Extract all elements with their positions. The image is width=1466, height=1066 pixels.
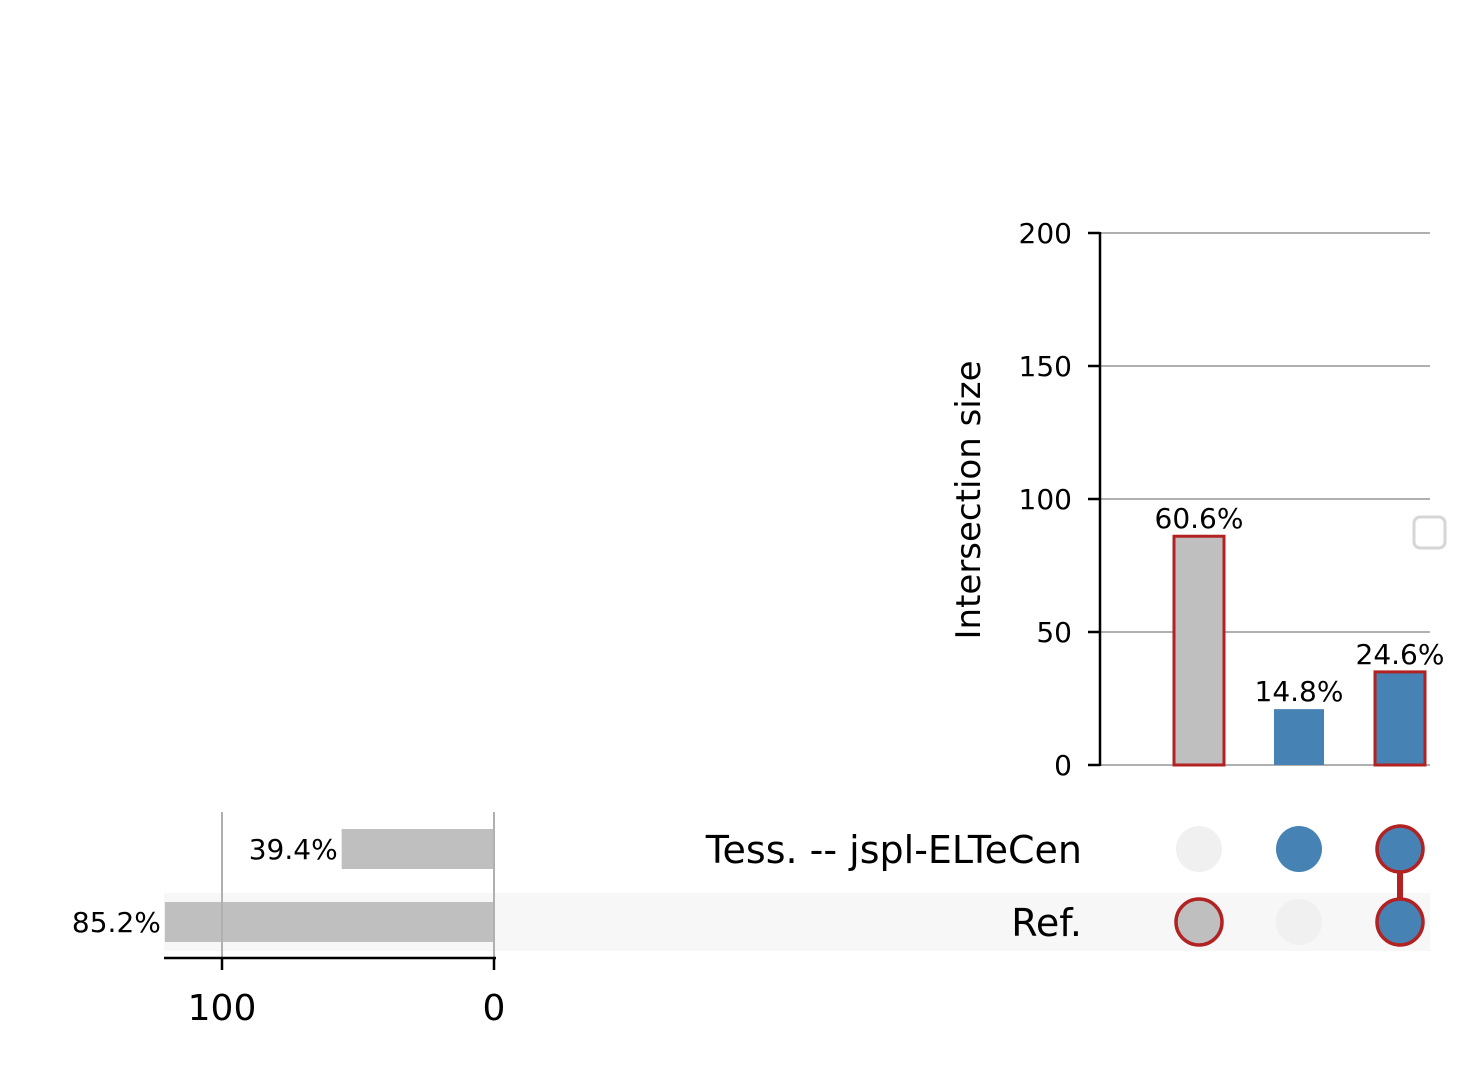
set-size-bar bbox=[164, 902, 494, 942]
intersection-bar-label: 60.6% bbox=[1155, 502, 1244, 535]
matrix-dot-filled bbox=[1375, 897, 1425, 947]
set-names: Tess. -- jspl-ELTeCen Ref. bbox=[705, 828, 1082, 945]
legend bbox=[1412, 515, 1447, 550]
y-tick-label: 50 bbox=[1036, 616, 1072, 649]
set-name: Ref. bbox=[1011, 901, 1082, 945]
matrix-dot-filled bbox=[1276, 826, 1322, 872]
y-axis: 0 50 100 150 200 bbox=[1019, 217, 1102, 782]
set-size-bar bbox=[341, 829, 494, 869]
y-tick-label: 100 bbox=[1019, 483, 1072, 516]
set-size-axis: 100 0 bbox=[164, 812, 505, 1029]
matrix-dot-filled bbox=[1375, 824, 1425, 874]
set-size-tick-label: 0 bbox=[483, 988, 506, 1029]
intersection-bar bbox=[1274, 709, 1324, 765]
matrix-dot-empty bbox=[1176, 826, 1222, 872]
matrix-dot-empty bbox=[1276, 899, 1322, 945]
set-size-bars: 39.4% 85.2% bbox=[72, 829, 494, 942]
y-tick-label: 0 bbox=[1054, 749, 1072, 782]
set-size-tick-label: 100 bbox=[188, 988, 257, 1029]
set-size-label: 85.2% bbox=[72, 906, 161, 939]
intersection-bar-labels: 60.6% 14.8% 24.6% bbox=[1155, 502, 1445, 708]
y-axis-title: Intersection size bbox=[949, 361, 989, 640]
intersection-bar bbox=[1373, 670, 1427, 767]
intersection-bars bbox=[1172, 534, 1427, 767]
y-tick-label: 200 bbox=[1019, 217, 1072, 250]
intersection-bar-label: 24.6% bbox=[1356, 638, 1445, 671]
matrix-dot-filled bbox=[1174, 897, 1224, 947]
set-name: Tess. -- jspl-ELTeCen bbox=[705, 828, 1082, 872]
set-size-label: 39.4% bbox=[249, 833, 338, 866]
membership-matrix bbox=[1174, 824, 1425, 947]
intersection-bar bbox=[1172, 534, 1226, 767]
y-tick-label: 150 bbox=[1019, 350, 1072, 383]
intersection-bar-label: 14.8% bbox=[1255, 675, 1344, 708]
